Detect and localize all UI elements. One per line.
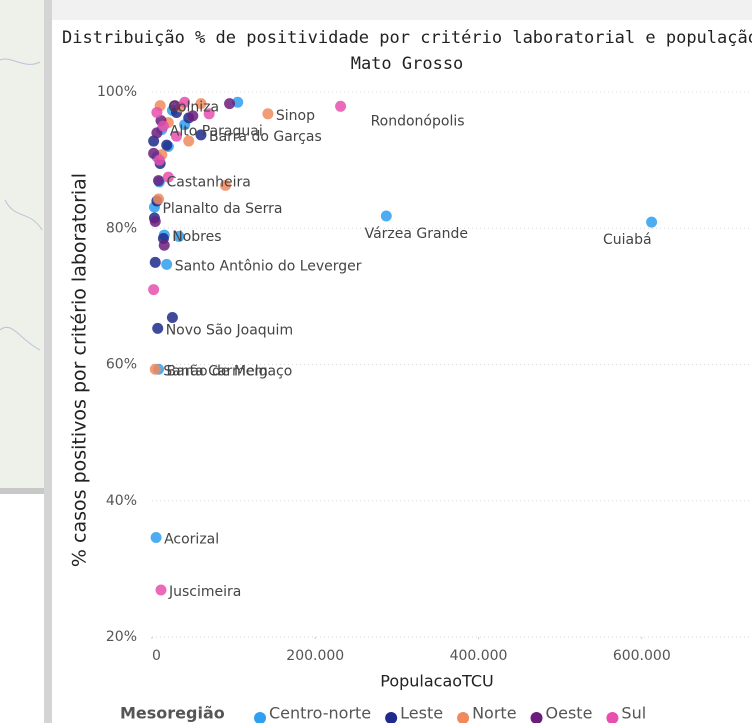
point-label: Barão de Melgaço xyxy=(167,363,293,379)
point-label: Nobres xyxy=(172,229,221,245)
point xyxy=(153,154,165,166)
point-label: Colniza xyxy=(168,100,219,116)
y-tick-label: 40% xyxy=(106,493,137,509)
point-label: Castanheira xyxy=(167,175,251,191)
point xyxy=(203,108,215,120)
map-panel xyxy=(0,0,44,490)
point xyxy=(153,175,165,187)
point xyxy=(169,100,181,112)
point-label: Várzea Grande xyxy=(365,226,468,242)
point xyxy=(224,98,236,110)
point xyxy=(149,215,161,227)
point xyxy=(179,96,191,108)
point xyxy=(173,230,185,242)
point-label: Novo São Joaquim xyxy=(166,322,293,338)
point xyxy=(150,532,162,544)
point xyxy=(155,584,167,596)
point-label: Planalto da Serra xyxy=(162,201,282,217)
point xyxy=(149,363,161,375)
x-tick-label: 200.000 xyxy=(286,648,344,664)
x-tick-label: 600.000 xyxy=(613,648,671,664)
point-label: Alto Paraguai xyxy=(170,123,263,139)
y-axis-label: % casos positivos por critério laborator… xyxy=(69,173,91,567)
legend-label: Norte xyxy=(472,704,516,723)
point xyxy=(161,258,173,270)
y-tick-label: 80% xyxy=(106,220,137,236)
legend-label: Oeste xyxy=(546,704,593,723)
y-tick-label: 20% xyxy=(106,629,137,645)
x-axis-label: PopulacaoTCU xyxy=(380,672,494,691)
point xyxy=(151,127,163,139)
point xyxy=(170,130,182,142)
point xyxy=(158,239,170,251)
point xyxy=(157,120,169,132)
panel-border xyxy=(44,0,52,723)
point xyxy=(646,216,658,228)
point xyxy=(195,129,207,141)
point-label: Acorizal xyxy=(164,532,219,548)
point-label: Juscimeira xyxy=(168,584,241,600)
point xyxy=(151,106,163,118)
legend-marker xyxy=(457,712,470,724)
point xyxy=(166,311,178,323)
map-lines xyxy=(0,58,43,351)
x-tick-label: 0 xyxy=(152,648,161,664)
point xyxy=(187,110,199,122)
point-label: Rondonópolis xyxy=(371,113,465,129)
legend-label: Leste xyxy=(400,704,443,723)
panel-border xyxy=(0,488,50,494)
chart-title: Distribuição % de positividade por crité… xyxy=(62,28,752,74)
point xyxy=(232,96,244,108)
point-label: Santa Carmem xyxy=(163,363,268,379)
point-label: Barra do Garças xyxy=(209,129,322,145)
legend-label: Centro-norte xyxy=(269,704,371,723)
y-tick-label: 60% xyxy=(106,357,137,373)
point xyxy=(195,98,207,110)
legend-marker xyxy=(530,712,543,724)
legend-marker xyxy=(385,712,398,724)
point-label: Cuiabá xyxy=(603,232,652,248)
header-strip xyxy=(52,0,752,20)
point xyxy=(152,322,164,334)
point xyxy=(380,210,392,222)
point xyxy=(149,256,161,268)
point-label: Sinop xyxy=(276,108,315,124)
point-label: Santo Antônio do Leverger xyxy=(175,258,362,274)
x-tick-label: 400.000 xyxy=(450,648,508,664)
point xyxy=(262,108,274,120)
legend-label: Sul xyxy=(621,704,646,723)
legend-marker xyxy=(606,712,619,724)
point xyxy=(161,139,173,151)
y-tick-label: 100% xyxy=(97,84,137,100)
point xyxy=(153,193,165,205)
point xyxy=(162,171,174,183)
point xyxy=(219,179,231,191)
legend-marker xyxy=(254,712,266,724)
point xyxy=(148,284,160,296)
legend-title: Mesoregião xyxy=(120,704,225,723)
point xyxy=(183,135,195,147)
point xyxy=(335,100,347,112)
